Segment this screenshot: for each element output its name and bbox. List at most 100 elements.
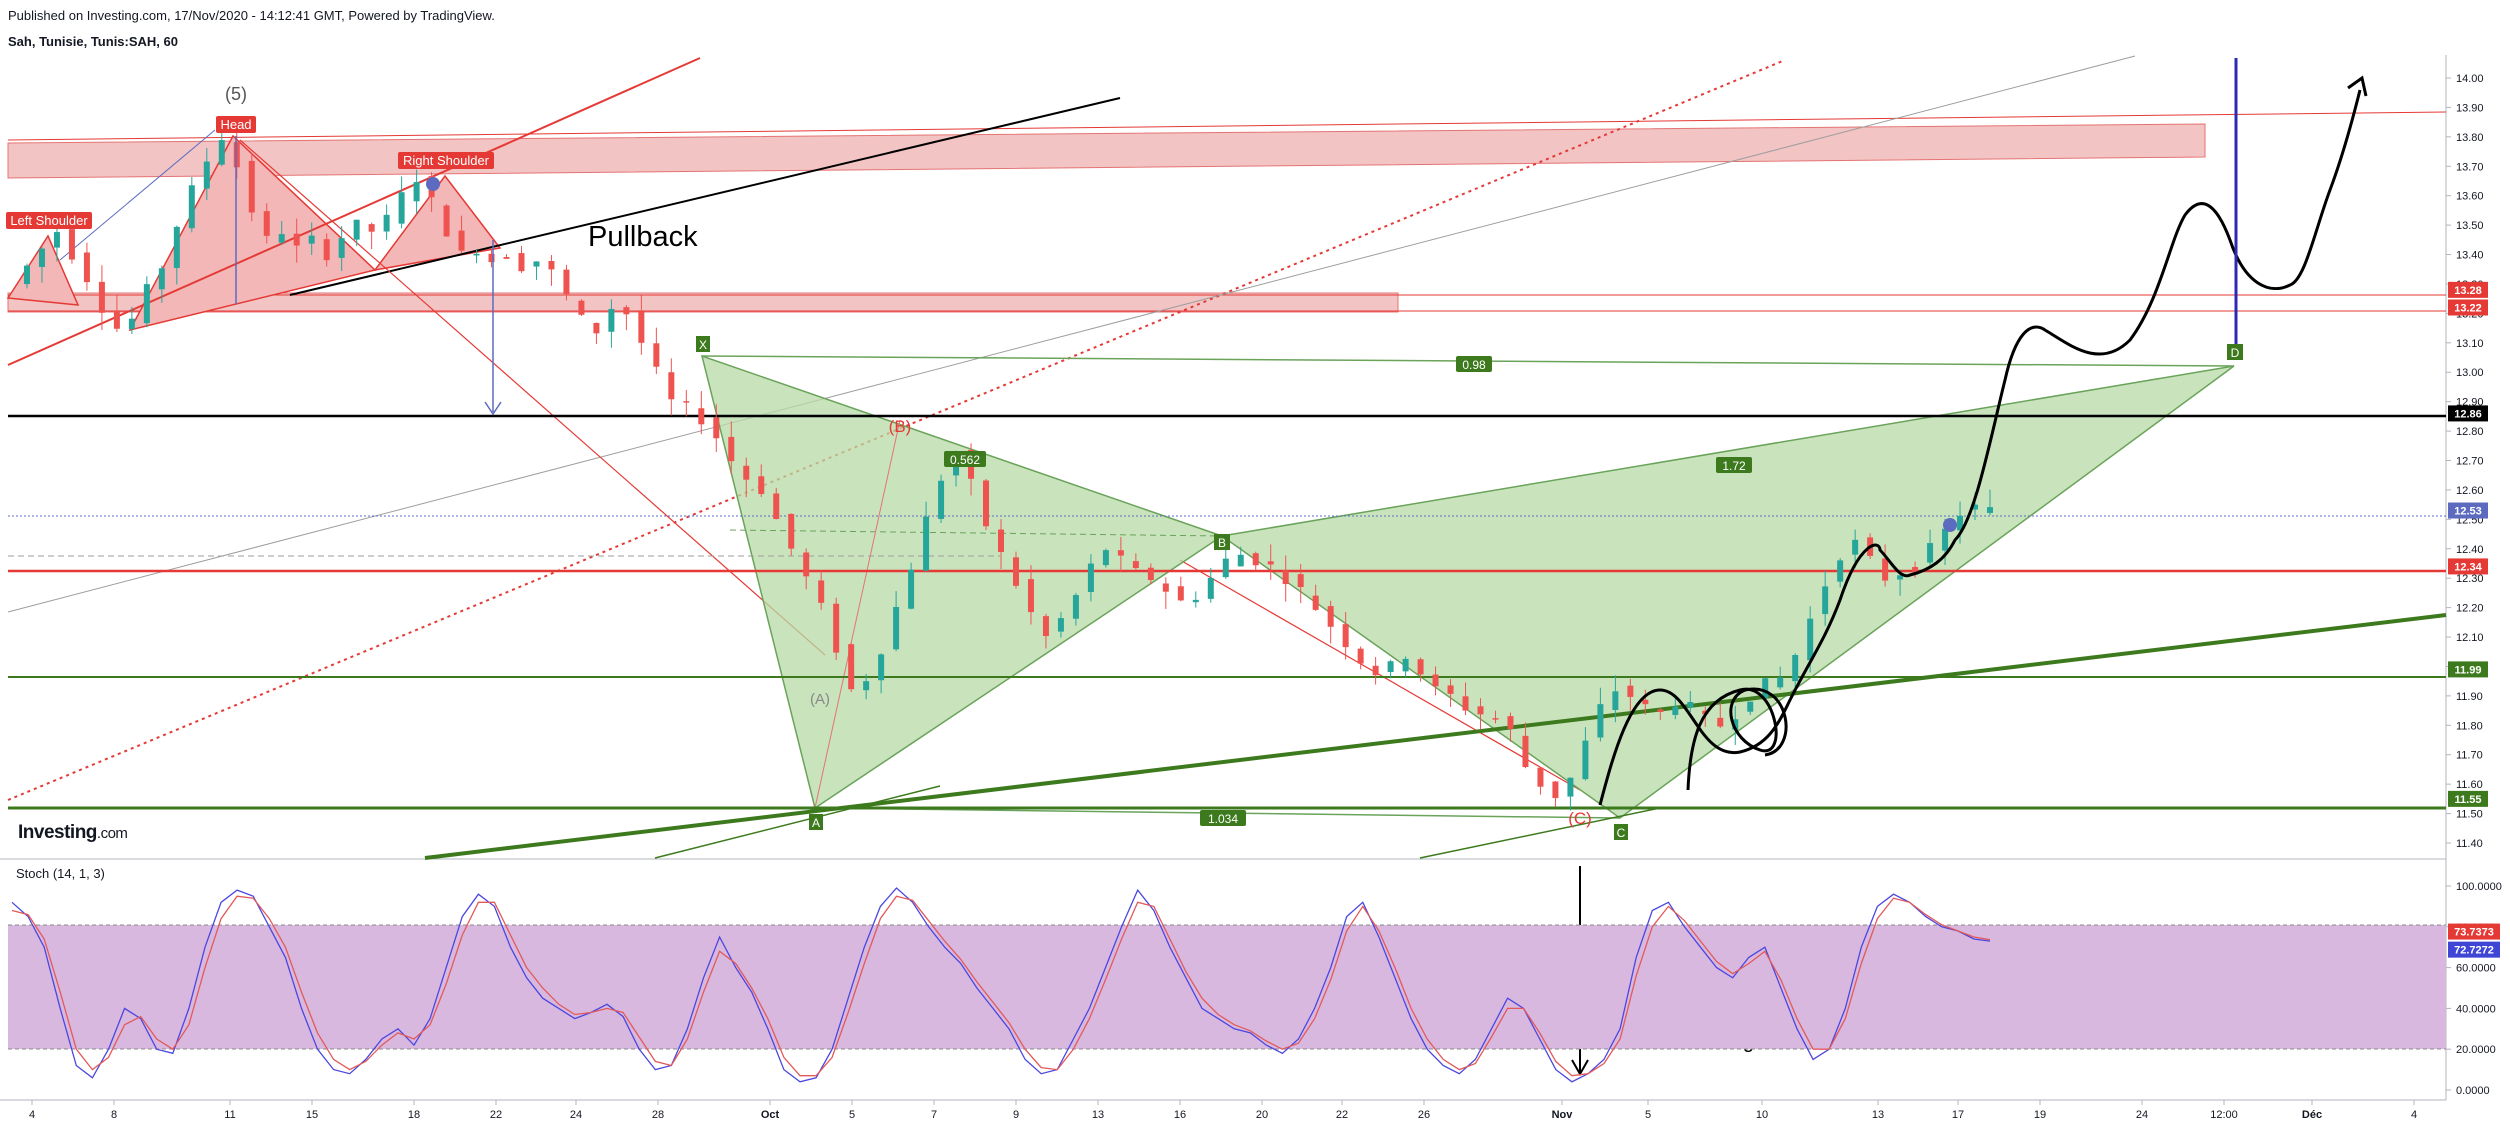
candle-body (398, 192, 405, 224)
candle-body (1822, 586, 1829, 615)
candle-body (1537, 767, 1544, 787)
candle-body (788, 513, 795, 549)
stoch-tick-label: 100.0000 (2456, 881, 2502, 893)
price-tick-label: 12.30 (2456, 573, 2484, 585)
candle-body (1762, 678, 1769, 699)
candle-body (1402, 658, 1409, 672)
candle-body (1567, 777, 1574, 797)
stoch-d-line (11, 895, 1991, 1077)
time-tick-label: 24 (570, 1109, 582, 1121)
candle-body (923, 516, 930, 571)
candle-body (1987, 507, 1993, 513)
time-tick-label: 9 (1013, 1109, 1019, 1121)
price-tick-label: 12.60 (2456, 485, 2484, 497)
price-tick-label: 11.40 (2456, 838, 2483, 850)
candle-body (1372, 665, 1379, 676)
ratio-1034-box (1200, 810, 1246, 826)
signal-arrowhead (1571, 1059, 1589, 1077)
head-shoulders-right-triangle (373, 174, 502, 272)
price-tick-label: 13.10 (2456, 338, 2484, 350)
point-x-box (696, 336, 710, 352)
candle-body (1597, 704, 1604, 738)
candle-body (1042, 616, 1049, 637)
candle-body (413, 182, 420, 202)
candle-body (518, 253, 525, 272)
candle-body (683, 401, 690, 403)
stoch-last-label: 72.7272 (2454, 945, 2494, 957)
candle-body (68, 229, 75, 260)
time-tick-label: 22 (1336, 1109, 1348, 1121)
time-tick-label: 5 (849, 1109, 855, 1121)
point-a-label: A (812, 816, 820, 830)
candle-body (1897, 575, 1904, 580)
price-label-box (2448, 661, 2488, 678)
candle-body (1672, 706, 1679, 715)
candle-body (1942, 528, 1949, 551)
candle-body (1882, 558, 1889, 581)
ratio-0562-box (944, 451, 986, 467)
support-band (7, 292, 1399, 313)
time-tick-label: Oct (761, 1109, 780, 1121)
red-downtrend-2 (1179, 559, 1581, 791)
candle-body (1777, 677, 1784, 688)
candle-body (608, 308, 615, 332)
candle-body (128, 318, 135, 330)
candle-body (1237, 554, 1244, 567)
time-tick-label: 17 (1952, 1109, 1964, 1121)
price-label: 12.53 (2454, 506, 2482, 518)
candle-body (1642, 699, 1649, 705)
candle-body (698, 408, 705, 425)
candle-body (638, 311, 645, 343)
candle-body (473, 253, 480, 256)
candle-body (1747, 701, 1754, 712)
candle-body (278, 234, 285, 243)
point-a-box (809, 814, 823, 830)
price-label: 13.22 (2454, 303, 2482, 315)
candle-body (1732, 719, 1739, 730)
candle-body (383, 214, 390, 232)
candle-body (878, 654, 885, 681)
price-tick-label: 14.00 (2456, 73, 2484, 85)
candle-body (83, 252, 90, 283)
candle-body (818, 580, 825, 603)
candle-body (713, 417, 720, 439)
stoch-last-box (2448, 941, 2500, 958)
red-downtrend (239, 139, 826, 656)
candle-body (773, 493, 780, 520)
time-tick-label: 5 (1645, 1109, 1651, 1121)
pivot-marker-right-shoulder (426, 177, 440, 191)
ratio-1034-label: 1.034 (1208, 812, 1238, 826)
price-tick-label: 11.50 (2456, 809, 2483, 821)
candle-body (503, 257, 510, 259)
candle-body (233, 142, 240, 168)
price-label-box (2448, 299, 2488, 316)
ratio-098-box (1456, 356, 1492, 372)
time-tick-label: 22 (490, 1109, 502, 1121)
point-d-label: D (2231, 346, 2240, 360)
time-axis-ticks: 4 8 11 15 18 22 24 28 Oct 5 7 9 13 16 20 22 26 Nov 5 10 13 17… (29, 1100, 2417, 1121)
time-tick-label: 24 (2136, 1109, 2148, 1121)
candle-body (833, 603, 840, 653)
candle-body (1102, 550, 1109, 566)
candle-body (743, 465, 750, 480)
candle-body (1792, 654, 1799, 682)
candle-body (1972, 504, 1979, 510)
candle-body (1492, 718, 1499, 720)
candle-body (98, 281, 105, 313)
candle-body (458, 230, 465, 251)
candle-body (863, 681, 870, 691)
price-label-box (2448, 790, 2488, 807)
projection-arrowhead (2347, 75, 2368, 97)
price-label-box (2448, 281, 2488, 298)
price-tick-label: 13.60 (2456, 191, 2484, 203)
candle-body (1807, 618, 1814, 661)
time-tick-label: 20 (1256, 1109, 1268, 1121)
blue-thin-trend (59, 129, 216, 261)
stoch-axis-ticks: 100.000080.000060.000040.000020.00000.00… (2446, 881, 2502, 1097)
time-tick-label: Nov (1552, 1109, 1574, 1121)
candle-body (488, 253, 495, 263)
candle-body (1117, 550, 1124, 556)
candle-body (143, 284, 150, 324)
time-tick-label: 28 (652, 1109, 664, 1121)
